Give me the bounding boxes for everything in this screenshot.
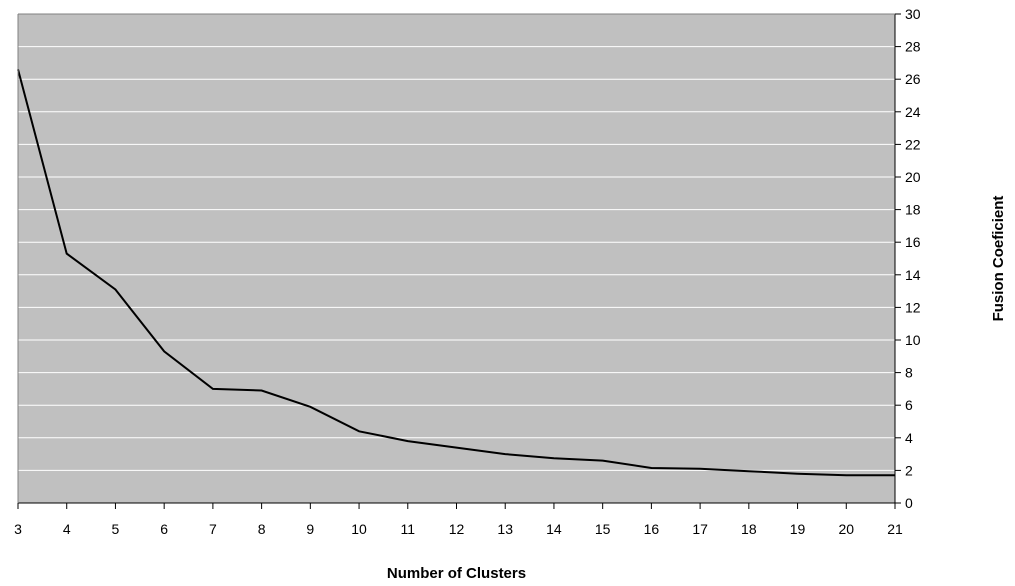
y-tick-label: 20 (905, 169, 921, 185)
x-tick-label: 19 (790, 521, 806, 537)
y-tick-label: 18 (905, 202, 921, 218)
x-tick-label: 4 (63, 521, 71, 537)
x-tick-label: 8 (258, 521, 266, 537)
x-tick-label: 6 (160, 521, 168, 537)
x-tick-label: 11 (401, 521, 416, 537)
y-tick-label: 4 (905, 430, 913, 446)
x-tick-label: 5 (112, 521, 120, 537)
y-axis-title: Fusion Coeficient (990, 196, 1007, 322)
x-tick-label: 20 (838, 521, 854, 537)
x-axis-ticks: 3 4 5 6 7 8 9 10 11 12 13 14 15 16 17 18 19 20 21 (14, 503, 903, 537)
gridlines (18, 13, 895, 471)
y-tick-label: 24 (905, 104, 921, 120)
x-tick-label: 18 (741, 521, 757, 537)
x-tick-label: 7 (209, 521, 217, 537)
x-tick-label: 14 (546, 521, 562, 537)
y-tick-label: 30 (905, 6, 921, 22)
series-line (17, 69, 895, 477)
x-tick-label: 17 (692, 521, 708, 537)
x-tick-label: 15 (595, 521, 611, 537)
y-tick-label: 22 (905, 136, 921, 152)
x-tick-label: 16 (644, 521, 660, 537)
plot-background (18, 14, 895, 503)
y-tick-label: 8 (905, 365, 913, 381)
y-tick-label: 12 (905, 299, 921, 315)
y-tick-label: 10 (905, 332, 921, 348)
y-tick-label: 14 (905, 267, 921, 283)
y-tick-label: 0 (905, 495, 913, 511)
series-layer (17, 69, 895, 477)
y-tick-label: 16 (905, 234, 921, 250)
x-tick-label: 9 (306, 521, 314, 537)
x-tick-label: 21 (887, 521, 903, 537)
y-tick-label: 26 (905, 71, 921, 87)
x-tick-label: 10 (351, 521, 367, 537)
y-tick-label: 2 (905, 462, 913, 478)
x-tick-label: 13 (497, 521, 513, 537)
y-tick-label: 6 (905, 397, 913, 413)
x-tick-label: 12 (449, 521, 465, 537)
x-axis-title: Number of Clusters (387, 565, 526, 582)
y-tick-label: 28 (905, 39, 921, 55)
plot-area (18, 14, 895, 503)
x-tick-label: 3 (14, 521, 22, 537)
